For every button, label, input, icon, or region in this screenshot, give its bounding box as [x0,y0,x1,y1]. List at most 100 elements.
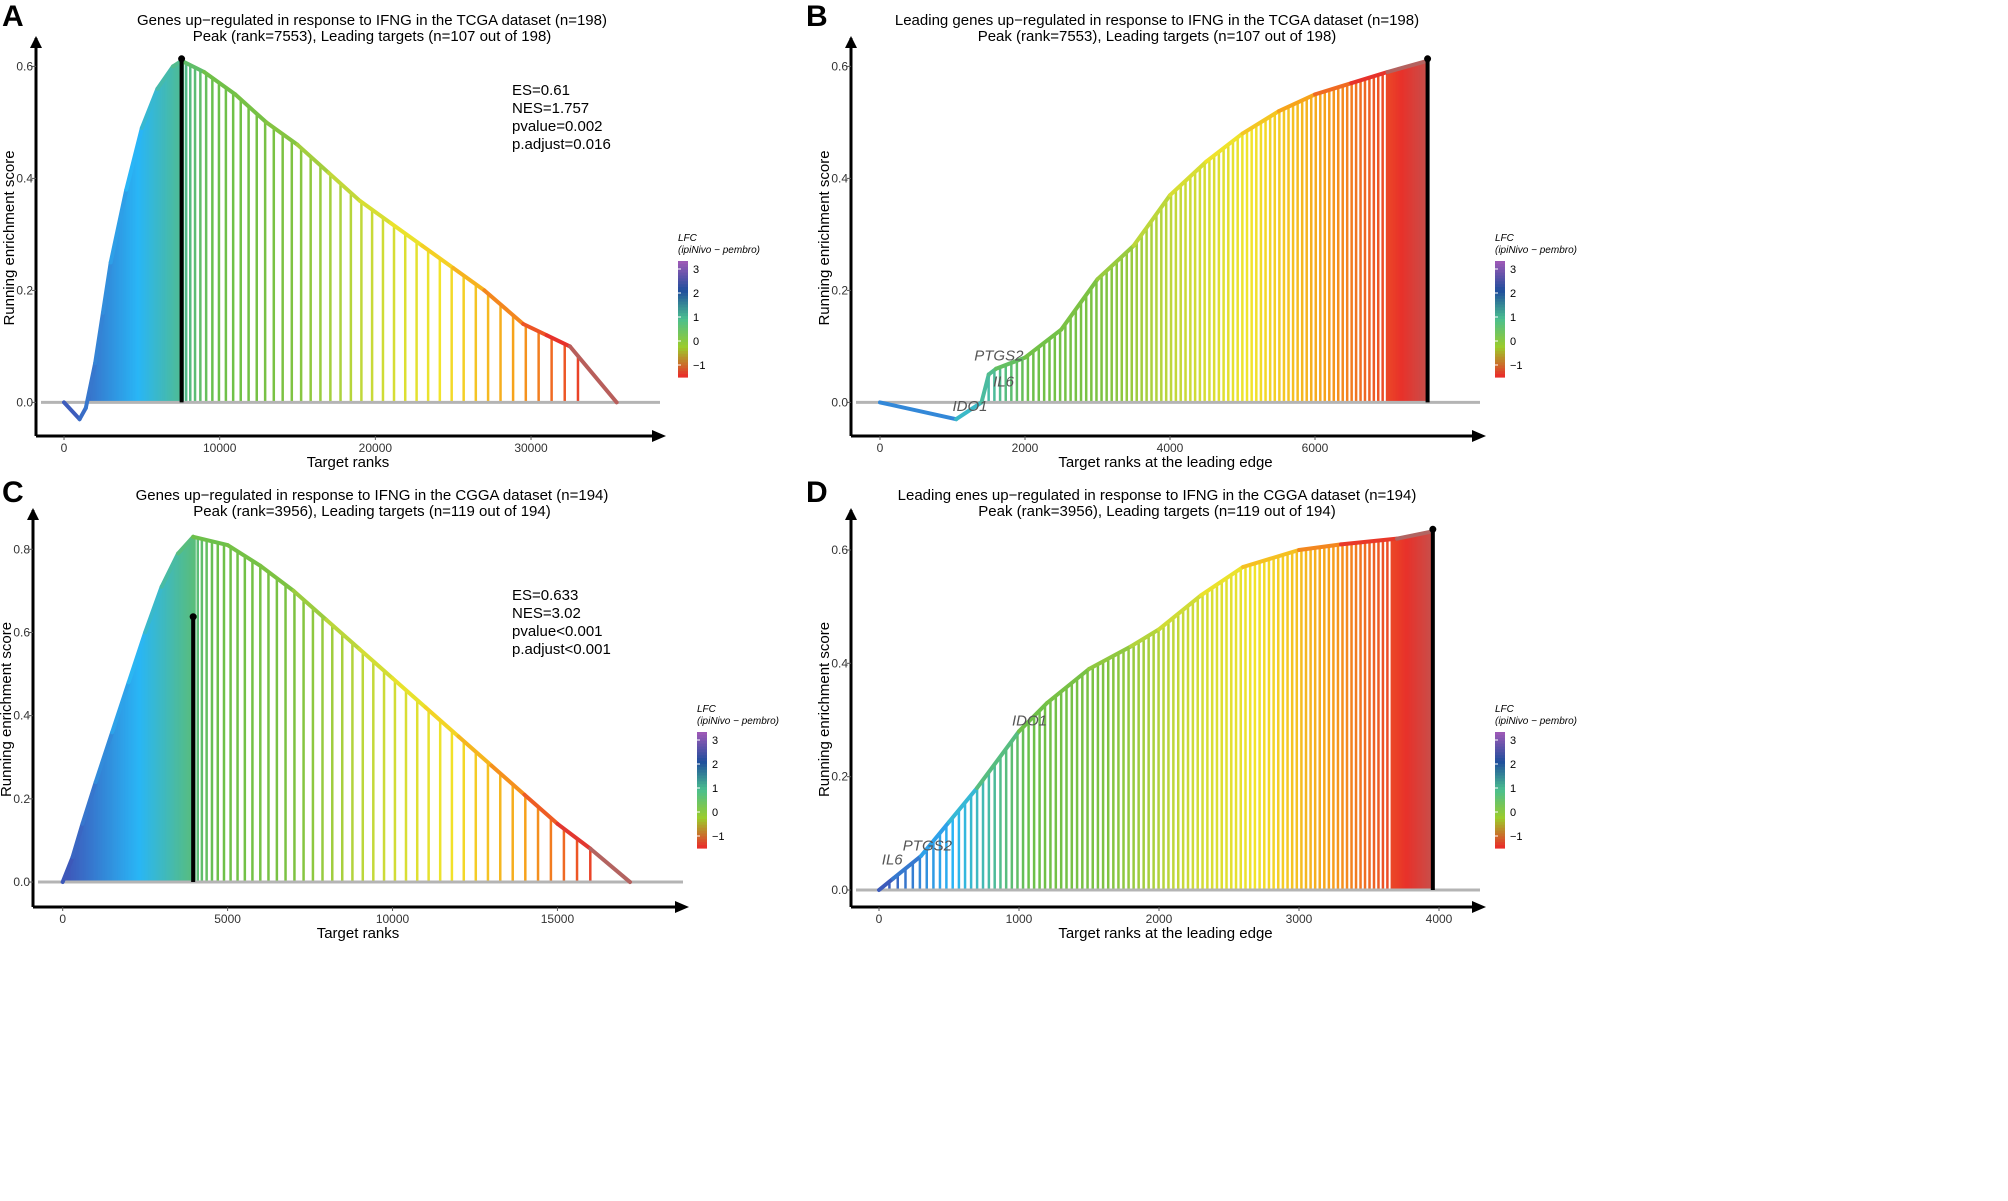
legend-color-step [1495,316,1505,320]
enrichment-curve [877,529,1435,892]
legend-color-step [1495,845,1505,849]
chart-title: Leading genes up−regulated in response t… [895,12,1419,29]
y-axis-label: Running enrichment score [1,150,18,325]
legend-color-step [1495,819,1505,823]
legend-color-step [678,269,688,274]
x-tick-label: 6000 [1302,441,1329,455]
legend-color-step [678,342,688,346]
legend-color-step [678,284,688,288]
curve-segment [357,647,395,681]
legend-color-step [1495,261,1505,265]
legend-color-step [1495,263,1505,268]
legend-color-step [1495,781,1505,785]
panel-d: D Leading enes up−regulated in response t… [806,476,1577,942]
legend-label: 1 [1510,783,1516,795]
curve-segment [225,543,263,568]
x-tick-label: 10000 [203,441,237,455]
legend-label: 1 [712,783,718,795]
legend-color-step [1495,775,1505,779]
y-tick-label: 0.0 [831,395,848,409]
curve-segment [295,142,331,175]
legend-color-step [1495,313,1505,317]
x-tick-label: 0 [61,441,68,455]
legend-title: LFC [1495,233,1515,244]
curve-segment [489,763,527,797]
y-tick-label: 0.0 [831,883,848,897]
legend-color-step [1495,284,1505,288]
curve-segment [1045,667,1091,705]
legend-label: 2 [1510,759,1516,771]
curve-segment [1276,92,1317,114]
x-tick-label: 10000 [376,912,410,926]
legend-color-step [1495,830,1505,835]
curve-segment [1297,542,1343,552]
y-tick-label: 0.2 [13,792,30,806]
hit-bars [63,537,592,883]
legend-color-step [1495,795,1505,800]
legend-color-step [1495,353,1505,358]
legend-color-step [678,374,688,378]
y-tick-label: 0.2 [16,283,33,297]
legend-color-step [678,327,688,332]
chart-title: Genes up−regulated in response to IFNG i… [137,12,607,29]
legend-color-step [697,824,707,829]
curve-segment [544,333,572,349]
legend-color-step [1495,321,1505,326]
legend-color-step [678,281,688,285]
lfc-legend: LFC(ipiNivo − pembro) 3 2 1 0 −1 [1495,233,1577,378]
legend-color-step [1495,290,1505,294]
curve-segment [62,400,82,422]
curve-segment [994,355,1027,371]
curve-segment [878,400,959,422]
legend-color-step [678,371,688,375]
legend-color-step [1495,784,1505,788]
y-tick-label: 0.0 [16,395,33,409]
curve-segment [1087,644,1133,671]
curve-segment [588,846,633,885]
gene-label: PTGS2 [903,837,953,854]
legend-color-step [1495,327,1505,332]
curve-segment [522,792,560,826]
legend-color-step [1495,287,1505,291]
gene-label: IDO1 [953,398,988,415]
x-tick-label: 15000 [541,912,575,926]
legend-label: 3 [693,264,699,276]
legend-label: 3 [712,735,718,747]
chart-title: Genes up−regulated in response to IFNG i… [136,487,609,504]
y-axis-arrow [27,508,39,520]
curve-segment [324,617,362,652]
legend-color-step [678,292,688,297]
curve-segment [979,372,991,405]
legend-color-step [678,365,688,369]
curve-segment [1023,327,1064,360]
legend-color-step [697,833,707,837]
panel-c: C Genes up−regulated in response to IFNG … [0,476,779,942]
peak-marker [1424,55,1432,63]
lfc-legend: LFC(ipiNivo − pembro) 3 2 1 0 −1 [697,704,779,849]
legend-label: 0 [1510,807,1516,819]
legend-color-step [1495,374,1505,378]
legend-color-step [1495,304,1505,308]
legend-color-step [1495,732,1505,736]
curve-segment [176,534,196,556]
legend-color-step [1495,307,1505,311]
legend-color-step [1495,798,1505,803]
legend-color-step [1495,778,1505,782]
legend-color-step [1495,755,1505,759]
curve-segment [456,734,494,768]
curve-segment [919,820,951,858]
y-tick-label: 0.6 [16,59,33,73]
legend-color-step [697,816,707,820]
curve-segment [1313,81,1354,97]
curve-segment [877,876,895,892]
chart-title: Leading enes up−regulated in response to… [898,487,1417,504]
legend-color-step [678,275,688,279]
legend-color-step [697,827,707,832]
legend-label: 3 [1510,735,1516,747]
curve-segment [155,64,175,91]
x-tick-label: 20000 [359,441,393,455]
curve-segment [1395,529,1435,541]
legend-color-step [1495,281,1505,285]
curve-segment [77,406,88,422]
legend-color-step [1495,292,1505,297]
